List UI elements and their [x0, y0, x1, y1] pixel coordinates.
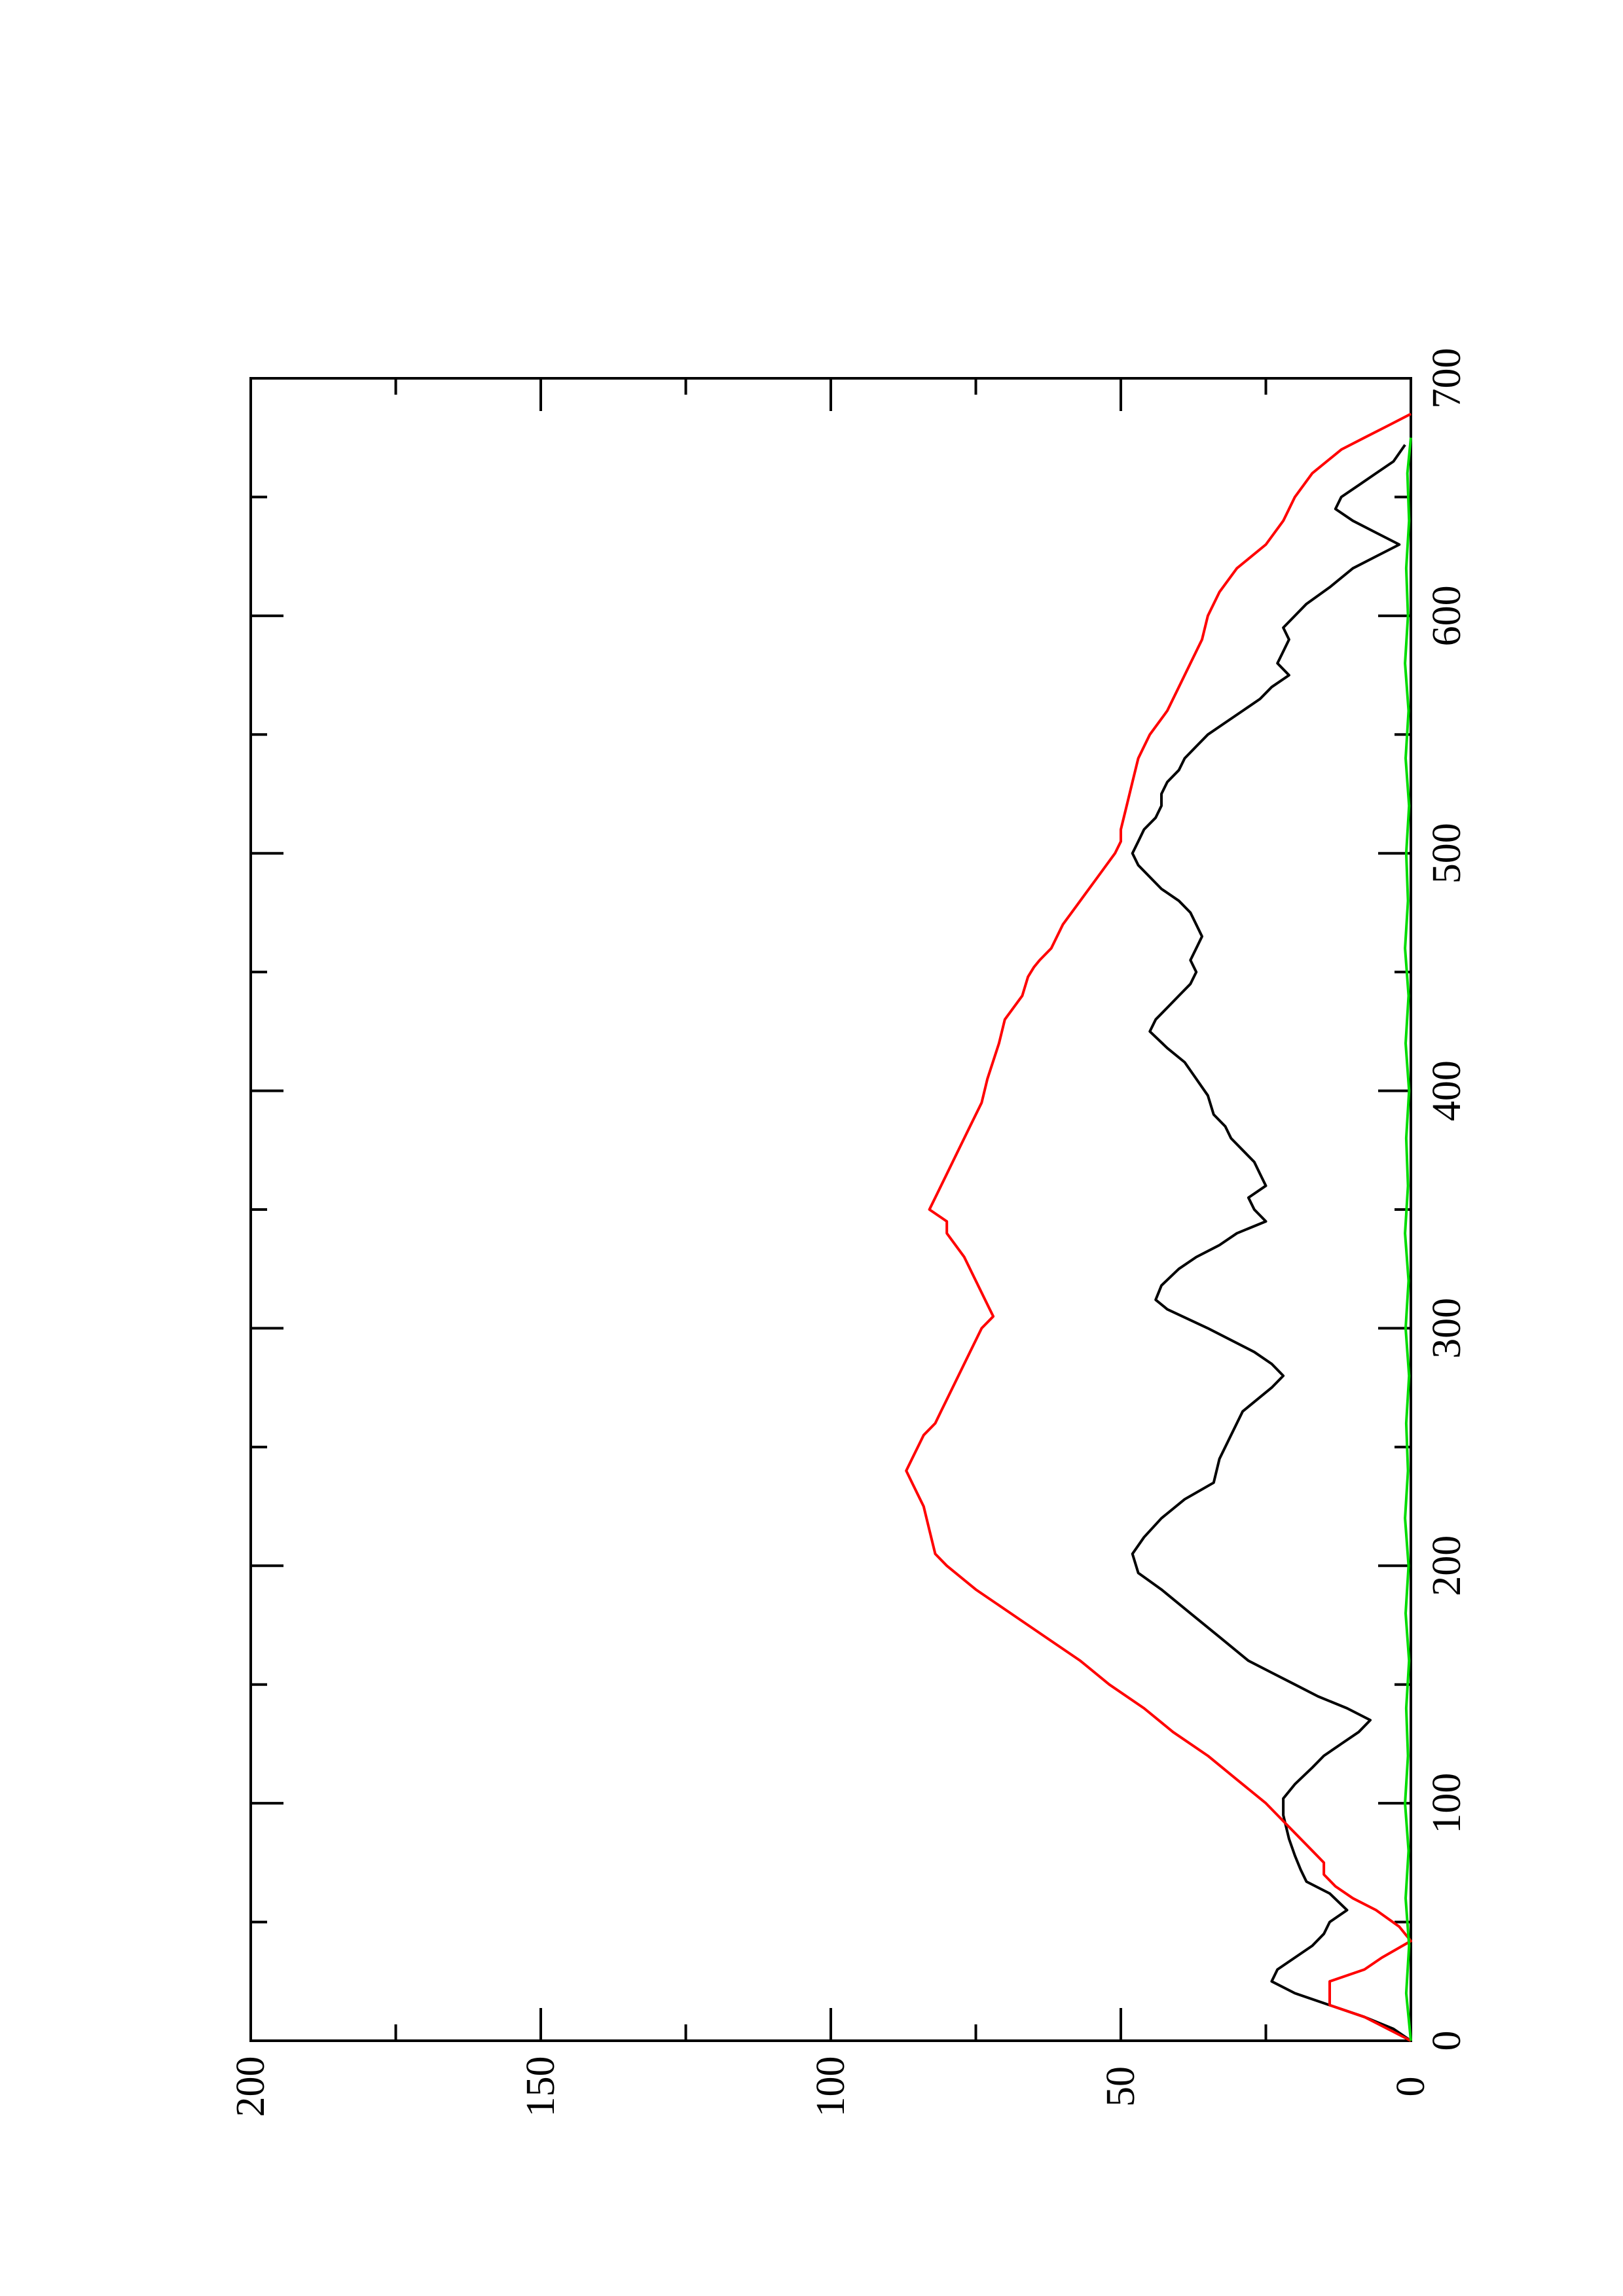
axis-ticks: [249, 377, 1412, 2042]
x-tick-label: 700: [1425, 348, 1469, 409]
x-tick-label: 100: [1425, 1773, 1469, 1834]
series-line-2: [905, 412, 1412, 2042]
x-tick-label: 200: [1425, 1535, 1469, 1596]
x-tick-label: 300: [1425, 1298, 1469, 1359]
y-tick-label: 150: [519, 2056, 563, 2117]
x-tick-label: 500: [1425, 823, 1469, 884]
x-tick-label: 400: [1425, 1060, 1469, 1121]
series-line-1: [1131, 444, 1412, 2042]
axis-tick-labels: 0 100 200 300 400 500 600 700 0 50 100 150 200: [228, 348, 1469, 2117]
y-tick-label: 100: [809, 2056, 853, 2117]
y-tick-label: 50: [1099, 2066, 1143, 2107]
plot-frame: [249, 377, 1412, 2042]
y-tick-label: 0: [1389, 2077, 1433, 2097]
series-group: [905, 412, 1412, 2042]
x-tick-label: 0: [1425, 2031, 1469, 2051]
x-tick-label: 600: [1425, 585, 1469, 646]
series-line-3: [1404, 437, 1412, 2041]
y-tick-label: 200: [228, 2056, 273, 2117]
